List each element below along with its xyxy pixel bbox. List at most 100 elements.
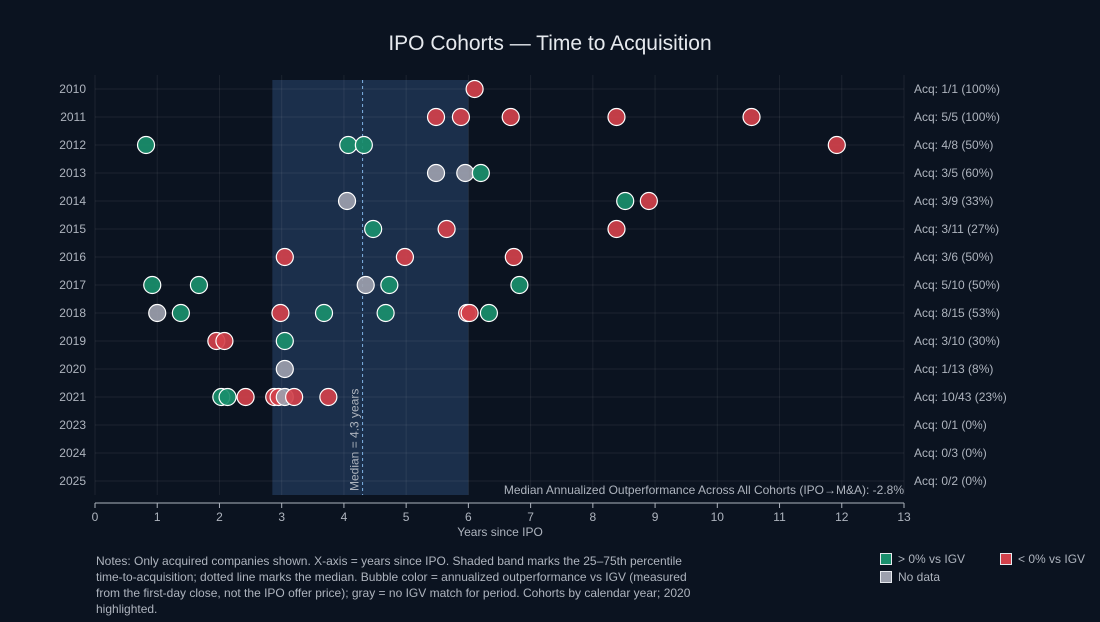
y-tick-label: 2015 — [59, 222, 86, 236]
data-point-neg — [639, 191, 658, 211]
x-axis-title: Years since IPO — [457, 525, 543, 539]
data-point-neg — [319, 387, 338, 407]
data-point-neg — [395, 247, 415, 267]
x-tick-label: 10 — [711, 510, 725, 524]
x-tick-label: 13 — [897, 510, 911, 524]
data-point-nodata — [456, 163, 475, 183]
legend-swatch-nodata — [880, 571, 892, 583]
cohort-acq-label: Acq: 5/5 (100%) — [914, 110, 1000, 124]
legend-swatch-pos — [880, 553, 892, 565]
data-point-neg — [827, 135, 846, 155]
data-point-pos — [376, 303, 395, 323]
x-tick-label: 6 — [465, 510, 472, 524]
grid — [94, 75, 905, 495]
data-point-neg — [501, 107, 520, 127]
data-point-neg — [236, 387, 255, 407]
y-tick-label: 2011 — [60, 110, 86, 124]
data-point-nodata — [148, 303, 167, 323]
x-tick-label: 11 — [773, 510, 786, 524]
y-tick-label: 2018 — [59, 306, 86, 320]
x-tick-label: 3 — [278, 510, 285, 524]
y-tick-label: 2025 — [59, 474, 86, 488]
legend-label-pos: > 0% vs IGV — [898, 552, 966, 566]
legend-label-neg: < 0% vs IGV — [1018, 552, 1086, 566]
x-tick-label: 8 — [590, 510, 597, 524]
cohort-acq-label: Acq: 8/15 (53%) — [914, 306, 1000, 320]
notes: Notes: Only acquired companies shown. X-… — [96, 554, 691, 616]
data-point-neg — [607, 219, 626, 239]
data-point-pos — [143, 275, 162, 295]
cohort-acq-label: Acq: 0/2 (0%) — [914, 474, 987, 488]
x-tick-label: 9 — [652, 510, 659, 524]
legend-item-pos: > 0% vs IGV — [880, 552, 1000, 566]
cohort-acq-label: Acq: 3/9 (33%) — [914, 194, 993, 208]
cohort-acq-label: Acq: 3/10 (30%) — [914, 334, 1000, 348]
data-point-pos — [189, 275, 209, 295]
cohort-acq-label: Acq: 1/13 (8%) — [914, 362, 993, 376]
median-label: Median = 4.3 years — [348, 389, 362, 491]
y-tick-label: 2019 — [59, 334, 86, 348]
legend-item-neg: < 0% vs IGV — [1000, 552, 1095, 566]
x-tick-label: 2 — [216, 510, 223, 524]
points — [136, 79, 846, 407]
cohort-acq-label: Acq: 5/10 (50%) — [914, 278, 1000, 292]
data-point-pos — [171, 303, 190, 323]
y-tick-label: 2013 — [59, 166, 86, 180]
data-point-neg — [437, 219, 456, 239]
y-axis: 2010 2011 2012 2013 2014 2015 2016 2017 2018 2019… — [59, 82, 86, 488]
x-tick-label: 7 — [527, 510, 534, 524]
data-point-pos — [136, 135, 156, 155]
y-tick-label: 2010 — [59, 82, 86, 96]
y-tick-label: 2014 — [59, 194, 86, 208]
data-point-pos — [380, 275, 399, 295]
data-point-pos — [510, 275, 529, 295]
data-point-pos — [616, 191, 635, 211]
data-point-neg — [504, 247, 523, 267]
x-tick-label: 1 — [154, 510, 161, 524]
data-point-pos — [479, 303, 499, 323]
y-tick-label: 2024 — [59, 446, 86, 460]
data-point-pos — [218, 387, 237, 407]
y-tick-label: 2020 — [59, 362, 86, 376]
summary-annotation: Median Annualized Outperformance Across … — [504, 483, 905, 497]
y-tick-label: 2017 — [59, 278, 86, 292]
data-point-neg — [426, 107, 446, 127]
data-point-nodata — [337, 191, 357, 211]
cohort-acq-label: Acq: 3/11 (27%) — [914, 222, 999, 236]
legend: > 0% vs IGV < 0% vs IGV No data — [880, 552, 1095, 584]
cohort-acq-label: Acq: 10/43 (23%) — [914, 390, 1007, 404]
x-axis: 0 1 2 3 4 5 6 7 8 9 10 11 12 13 — [92, 502, 911, 524]
data-point-neg — [465, 79, 484, 99]
data-point-neg — [271, 303, 290, 323]
right-labels: Acq: 1/1 (100%) Acq: 5/5 (100%) Acq: 4/8 (… — [914, 82, 1007, 488]
x-tick-label: 4 — [341, 510, 348, 524]
data-point-neg — [215, 331, 234, 351]
data-point-pos — [471, 163, 490, 183]
x-tick-label: 0 — [92, 510, 99, 524]
legend-swatch-neg — [1000, 553, 1012, 565]
data-point-pos — [339, 135, 358, 155]
data-point-neg — [460, 303, 479, 323]
cohort-acq-label: Acq: 3/6 (50%) — [914, 250, 993, 264]
data-point-neg — [451, 107, 471, 127]
data-point-pos — [275, 331, 294, 351]
y-tick-label: 2023 — [59, 418, 86, 432]
cohort-acq-label: Acq: 3/5 (60%) — [914, 166, 993, 180]
data-point-neg — [275, 247, 294, 267]
legend-item-nodata: No data — [880, 570, 1000, 584]
y-tick-label: 2021 — [59, 390, 86, 404]
chart: IPO Cohorts — Time to Acquisition Median… — [59, 32, 1007, 539]
data-point-pos — [314, 303, 334, 323]
x-tick-label: 5 — [403, 510, 410, 524]
cohort-acq-label: Acq: 0/1 (0%) — [914, 418, 987, 432]
y-tick-label: 2012 — [59, 138, 86, 152]
data-point-neg — [607, 107, 626, 127]
data-point-neg — [285, 387, 304, 407]
data-point-pos — [364, 219, 383, 239]
data-point-pos — [354, 135, 373, 155]
x-tick-label: 12 — [835, 510, 849, 524]
data-point-neg — [742, 107, 761, 127]
legend-label-nodata: No data — [898, 570, 941, 584]
cohort-acq-label: Acq: 1/1 (100%) — [914, 82, 1000, 96]
cohort-acq-label: Acq: 0/3 (0%) — [914, 446, 987, 460]
